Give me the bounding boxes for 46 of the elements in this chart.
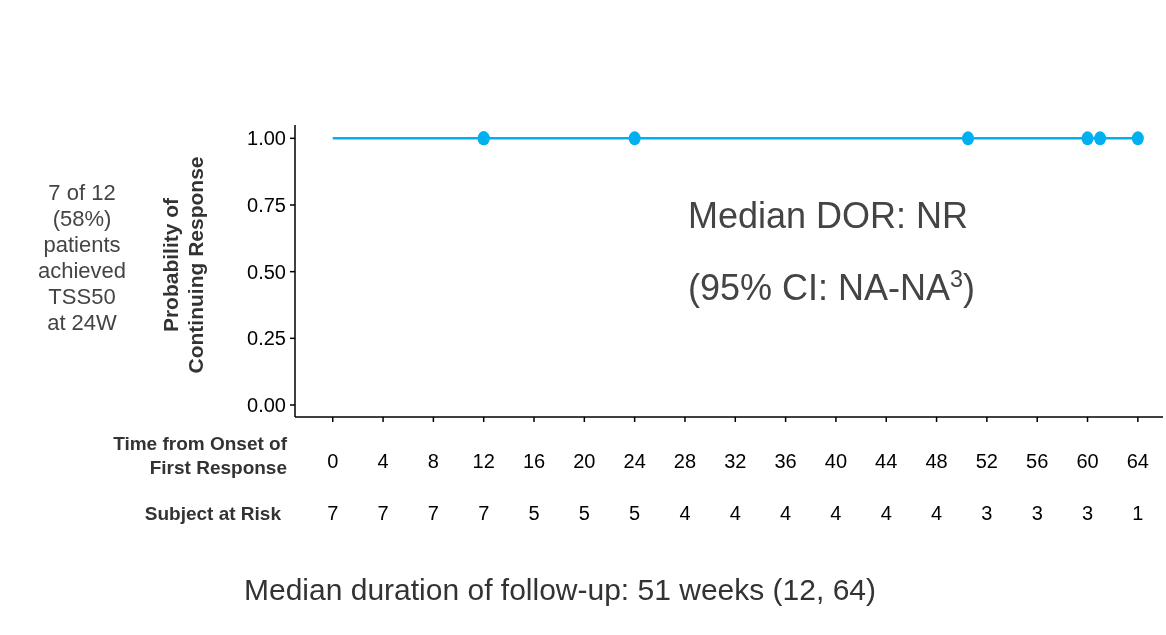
- text: 5: [578, 502, 590, 524]
- y-tick-label: 0.75: [247, 194, 286, 216]
- annotation: (95% CI: NA-NA$^{3}$): [688, 266, 976, 308]
- text: 4: [780, 502, 792, 524]
- text: 3: [1081, 502, 1094, 524]
- text: 4: [729, 502, 741, 524]
- text: Median duration of follow-up: 51 weeks (12, 64): [243, 573, 877, 606]
- x-tick-label: 28: [673, 450, 697, 472]
- x-tick-label: 0: [327, 450, 339, 472]
- y-tick-label: 1.00: [247, 127, 286, 150]
- x-tick-label: 20: [573, 450, 596, 472]
- text: 7 of 12 (58%) patients achieved TSS50 at 24W: [37, 180, 127, 335]
- x-tick-label: 48: [925, 450, 948, 472]
- text: 7: [427, 502, 439, 524]
- text: Subject at Risk: [144, 503, 282, 524]
- text: 7: [327, 502, 339, 524]
- text: 5: [528, 502, 540, 524]
- text: 1: [1132, 502, 1144, 524]
- x-tick-label: 32: [724, 450, 747, 472]
- x-tick-label: 12: [472, 450, 495, 472]
- x-tick-label: 64: [1126, 450, 1149, 472]
- x-tick-label: 52: [975, 450, 999, 472]
- x-tick-label: 44: [875, 450, 898, 472]
- x-tick-label: 16: [522, 450, 546, 472]
- y-tick-label: 0.25: [247, 327, 286, 350]
- text: 4: [679, 502, 691, 524]
- text: 4: [830, 502, 842, 524]
- y-tick-label: 0.00: [247, 394, 286, 416]
- text: 3: [1031, 502, 1043, 524]
- text: 4: [931, 502, 943, 524]
- x-tick-label: 4: [377, 450, 389, 472]
- x-tick-label: 8: [427, 450, 439, 472]
- y-axis-title: Probability of Continuing Response: [158, 156, 207, 374]
- x-tick-label: 24: [623, 450, 646, 472]
- x-tick-label: 56: [1026, 450, 1049, 472]
- x-axis-title: Time from Onset of First Response: [113, 433, 288, 478]
- y-tick-label: 0.50: [247, 260, 286, 283]
- text: 7: [478, 502, 490, 524]
- x-tick-label: 36: [774, 450, 797, 472]
- annotation: Median DOR: NR: [688, 195, 969, 236]
- text: 3: [981, 502, 993, 524]
- text: 7: [377, 502, 389, 524]
- text: 4: [880, 502, 892, 524]
- x-tick-label: 40: [824, 450, 848, 472]
- text: 5: [629, 502, 641, 524]
- x-tick-label: 60: [1076, 450, 1099, 472]
